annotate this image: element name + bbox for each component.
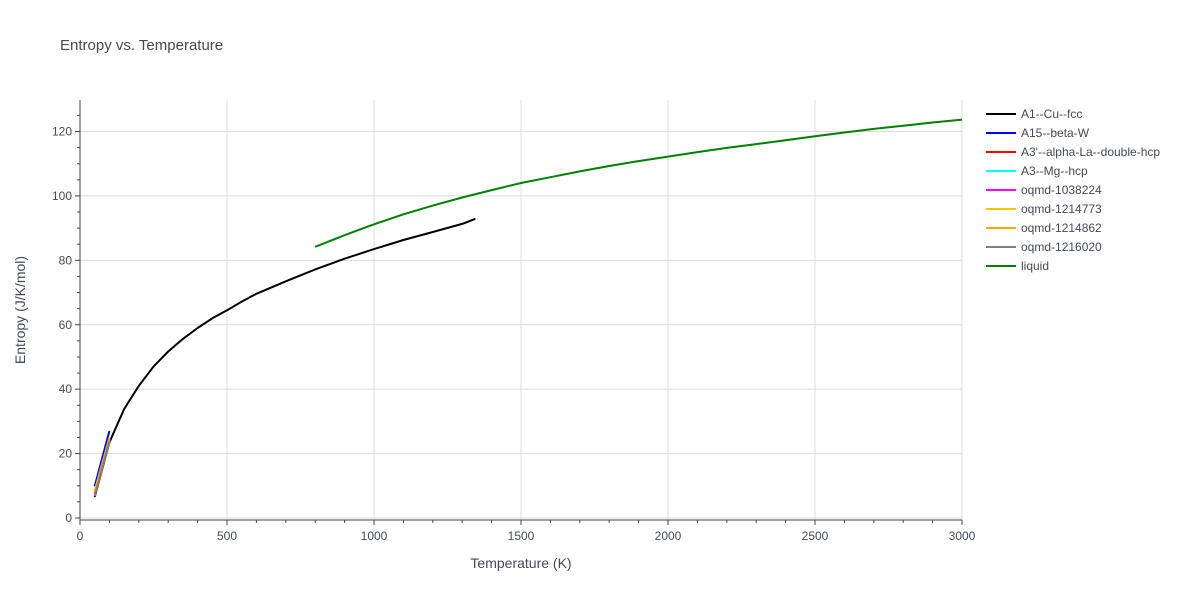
legend-item-oqmd-1214773[interactable]: oqmd-1214773 [986, 202, 1102, 216]
y-axis-label: Entropy (J/K/mol) [12, 256, 28, 364]
y-tick-label: 0 [65, 511, 72, 525]
y-tick-label: 60 [59, 318, 73, 332]
legend-label: oqmd-1038224 [1021, 183, 1102, 197]
legend-label: A3--Mg--hcp [1021, 164, 1088, 178]
chart-title: Entropy vs. Temperature [60, 37, 223, 54]
legend-item-a15-beta-w[interactable]: A15--beta-W [986, 126, 1090, 140]
x-tick-label: 500 [217, 529, 237, 543]
x-tick-label: 2000 [655, 529, 682, 543]
series-line-liquid [314, 118, 963, 248]
x-tick-label: 2500 [802, 529, 829, 543]
y-tick-label: 20 [59, 447, 73, 461]
axes-layer: 0 500 1000 1500 2000 2500 3000 0 20 40 60 80 100 120 [52, 100, 976, 543]
legend-item-oqmd-1038224[interactable]: oqmd-1038224 [986, 183, 1102, 197]
legend-item-liquid[interactable]: liquid [986, 259, 1049, 273]
legend-item-a3-alpha-la-double-hcp[interactable]: A3'--alpha-La--double-hcp [986, 145, 1160, 159]
y-tick-label: 80 [59, 253, 73, 267]
legend-label: oqmd-1214773 [1021, 202, 1102, 216]
legend: A1--Cu--fcc A15--beta-W A3'--alpha-La--dou… [986, 107, 1160, 273]
legend-label: A1--Cu--fcc [1021, 107, 1082, 121]
y-tick-label: 100 [52, 189, 72, 203]
series-line-a1-cu-fcc [93, 217, 476, 498]
legend-label: liquid [1021, 259, 1049, 273]
x-axis-label: Temperature (K) [470, 555, 571, 571]
y-tick-label: 40 [59, 382, 73, 396]
legend-label: A15--beta-W [1021, 126, 1090, 140]
legend-item-oqmd-1216020[interactable]: oqmd-1216020 [986, 240, 1102, 254]
legend-label: oqmd-1214862 [1021, 221, 1102, 235]
legend-item-a1-cu-fcc[interactable]: A1--Cu--fcc [986, 107, 1082, 121]
x-tick-label: 0 [77, 529, 84, 543]
legend-item-a3-mg-hcp[interactable]: A3--Mg--hcp [986, 164, 1088, 178]
legend-label: oqmd-1216020 [1021, 240, 1102, 254]
legend-item-oqmd-1214862[interactable]: oqmd-1214862 [986, 221, 1102, 235]
y-tick-label: 120 [52, 125, 72, 139]
series-layer [93, 118, 963, 498]
series-line-oqmd-1216020 [93, 441, 111, 497]
x-tick-label: 1000 [361, 529, 388, 543]
grid-layer [80, 100, 963, 520]
legend-label: A3'--alpha-La--double-hcp [1021, 145, 1160, 159]
x-tick-label: 3000 [949, 529, 976, 543]
series-line-a15-beta-w [93, 430, 111, 487]
x-tick-label: 1500 [508, 529, 535, 543]
